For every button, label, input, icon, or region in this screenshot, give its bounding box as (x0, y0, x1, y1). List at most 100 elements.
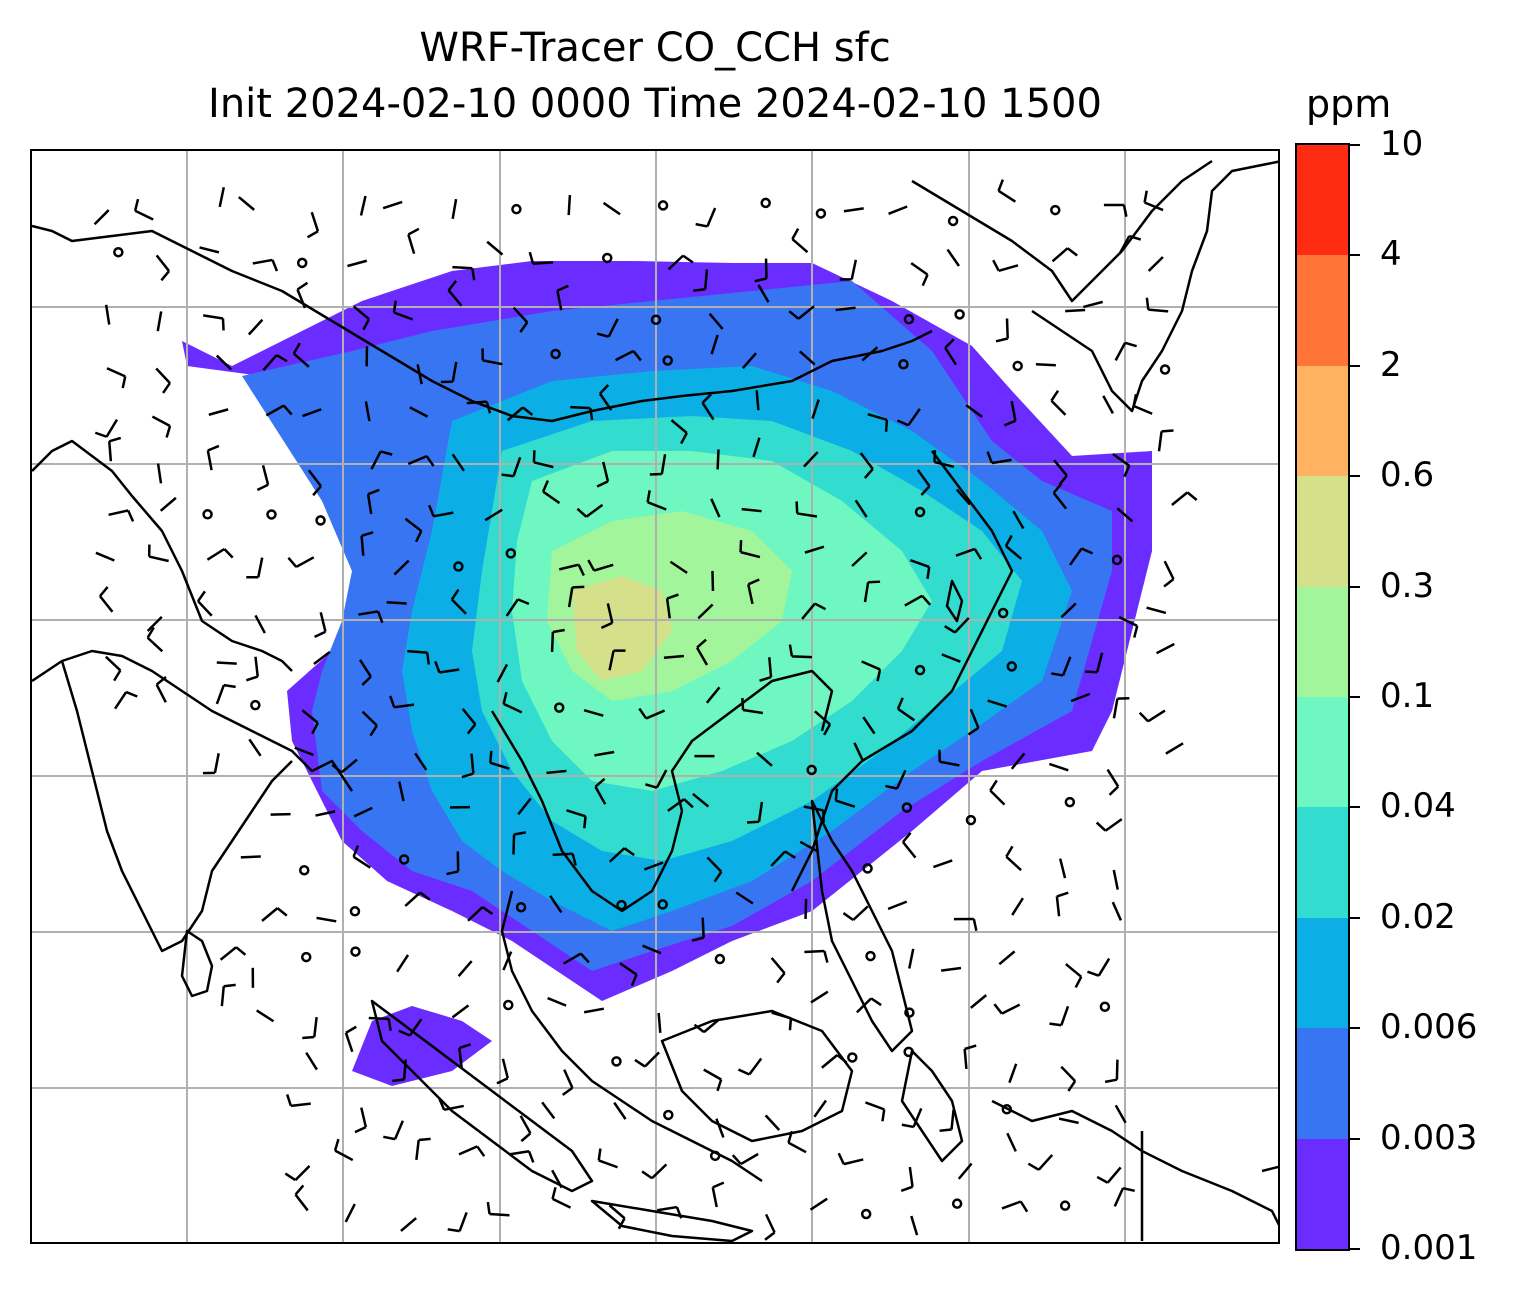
calm-wind-circle (1050, 204, 1061, 216)
colorbar-tick-mark (1350, 1027, 1360, 1030)
wind-barb (486, 1201, 510, 1217)
wind-barb (1058, 858, 1067, 879)
wind-barb (434, 660, 460, 674)
colorbar-tick-mark (1350, 1248, 1360, 1250)
wind-barb (695, 638, 709, 666)
wind-barb (986, 451, 1012, 465)
wind-barb (1004, 534, 1023, 560)
wind-barb (285, 1094, 311, 1108)
wind-barb (1085, 652, 1104, 674)
wind-barb (715, 1118, 725, 1138)
calm-wind-circle (1159, 364, 1171, 375)
wind-barb (1001, 1200, 1029, 1213)
wind-barb (940, 966, 962, 972)
wind-barb (364, 401, 371, 422)
wind-barb (352, 845, 372, 869)
wind-barb (910, 262, 929, 287)
wind-barb (215, 354, 232, 371)
coastline (660, 1009, 854, 1143)
wind-barb (739, 540, 761, 559)
wind-barb (938, 749, 960, 767)
wind-barb (801, 602, 827, 620)
wind-barb (106, 367, 127, 389)
wind-barb (587, 559, 614, 572)
calm-wind-circle (350, 946, 361, 957)
colorbar-tick-label: 0.6 (1380, 455, 1435, 496)
wind-barb (788, 644, 812, 659)
wind-barb (252, 258, 279, 272)
wind-barb (302, 1016, 318, 1040)
colorbar-tick-mark (1350, 806, 1360, 809)
calm-wind-circle (266, 509, 277, 520)
wind-barb (208, 408, 229, 416)
colorbar-tick-mark (1350, 585, 1360, 588)
wind-barb (1008, 1063, 1018, 1084)
wind-barb (804, 949, 829, 963)
wind-barb (246, 557, 264, 579)
wind-barb (452, 265, 476, 281)
wind-barb (596, 318, 619, 338)
wind-barb (813, 1099, 827, 1118)
calm-wind-circle (398, 854, 410, 865)
wind-barb (1003, 400, 1017, 427)
wind-barb (746, 801, 764, 824)
wind-barb (932, 859, 953, 869)
wind-barb (146, 626, 164, 653)
wind-barb (1112, 869, 1119, 890)
wind-barb (770, 850, 796, 867)
colorbar-tick-label: 0.3 (1380, 565, 1435, 606)
wind-barb (656, 1205, 683, 1219)
wind-barb (438, 1098, 464, 1112)
wind-barb (247, 318, 264, 336)
calm-wind-circle (1006, 661, 1018, 672)
wind-barb (735, 891, 754, 905)
wind-barb (284, 1165, 311, 1182)
wind-barb (506, 406, 534, 422)
wind-barb (992, 259, 1019, 273)
wind-barb (512, 306, 529, 333)
wind-barb (641, 1163, 668, 1180)
wind-barb (619, 962, 638, 987)
wind-barb (1145, 297, 1169, 313)
wind-barb (218, 187, 226, 208)
wind-barb (1096, 1166, 1122, 1184)
wind-barb (646, 490, 667, 511)
colorbar-segment (1297, 586, 1348, 697)
wind-barb (657, 1012, 662, 1034)
wind-barb (509, 1150, 535, 1163)
wind-barb (386, 601, 407, 605)
wind-barb (305, 1051, 318, 1071)
wind-barb (754, 258, 768, 283)
wind-barb (596, 461, 610, 488)
coastline (490, 669, 834, 913)
wind-barb (814, 710, 832, 736)
wind-barb (306, 211, 320, 239)
wind-barb (570, 405, 594, 421)
wind-barb (344, 1203, 356, 1223)
wind-barb (344, 1025, 357, 1053)
wind-barb (867, 413, 889, 432)
wind-barb (803, 451, 819, 468)
wind-barb (392, 1059, 407, 1083)
wind-barb (294, 1184, 309, 1212)
wind-barb (1103, 203, 1128, 217)
calm-wind-circle (914, 506, 926, 518)
wind-barb (835, 306, 856, 312)
wind-barb (643, 861, 664, 871)
wind-barb (965, 404, 983, 418)
wind-barb (1065, 308, 1086, 313)
wind-barb (361, 710, 378, 737)
calm-wind-circle (806, 764, 817, 776)
wind-barb (219, 946, 247, 961)
wind-barb (502, 691, 523, 714)
wind-barb (517, 797, 532, 815)
wind-barb (496, 1058, 509, 1085)
wind-barb (613, 1101, 627, 1120)
wind-barb (1010, 752, 1026, 770)
colorbar (1295, 143, 1350, 1251)
wind-barb (551, 1169, 563, 1189)
wind-barb (597, 1148, 618, 1169)
calm-wind-circle (611, 1056, 622, 1067)
wind-barb (701, 393, 715, 421)
wind-barb (583, 1007, 605, 1014)
